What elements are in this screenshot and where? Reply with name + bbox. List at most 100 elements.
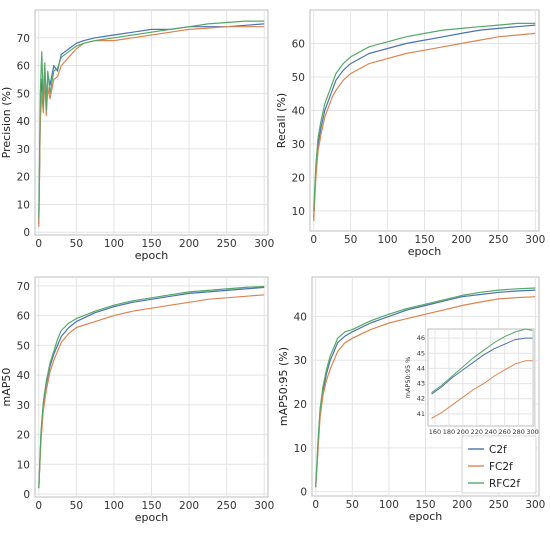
x-tick-label: 280 [512, 428, 524, 436]
y-tick-label: 43 [417, 380, 425, 388]
x-tick-label: 220 [471, 428, 483, 436]
legend-label-fc2f: FC2f [489, 461, 513, 473]
x-tick-label: 200 [451, 234, 471, 246]
x-tick-label: 150 [414, 234, 434, 246]
y-tick-label: 0 [23, 489, 30, 501]
x-tick-label: 200 [179, 500, 199, 512]
x-tick-label: 200 [179, 238, 199, 250]
x-tick-label: 160 [429, 428, 441, 436]
series-line-fc2f [38, 294, 265, 489]
x-tick-label: 200 [457, 428, 469, 436]
y-tick-label: 30 [17, 400, 30, 412]
series-line-fc2f [315, 296, 536, 488]
x-tick-label: 50 [344, 234, 357, 246]
x-tick-label: 200 [452, 499, 472, 511]
y-axis-label: mAP50:95 (%) [277, 347, 290, 426]
y-tick-label: 10 [17, 459, 30, 471]
x-axis-label: epoch [135, 511, 169, 524]
y-tick-label: 41 [417, 410, 425, 418]
y-tick-label: 40 [17, 116, 30, 128]
series-line-rfc2f [431, 328, 533, 394]
legend: C2f FC2f RFC2f [461, 435, 537, 494]
x-tick-label: 100 [379, 499, 399, 511]
x-tick-label: 50 [70, 238, 83, 250]
x-axis-label: epoch [408, 245, 442, 258]
x-tick-label: 250 [489, 499, 509, 511]
x-tick-label: 260 [498, 428, 510, 436]
x-tick-label: 100 [104, 500, 124, 512]
y-tick-label: 50 [17, 340, 30, 352]
y-tick-label: 0 [300, 487, 307, 499]
y-tick-label: 60 [17, 61, 30, 73]
x-tick-label: 300 [526, 428, 538, 436]
y-tick-label: 46 [417, 334, 425, 342]
y-tick-label: 20 [292, 172, 305, 184]
y-tick-label: 0 [23, 227, 30, 239]
y-tick-label: 20 [294, 399, 307, 411]
chart-4-inset: 160180200220240260280300414243444546epoc… [404, 328, 539, 443]
y-axis-label: Recall (%) [275, 93, 288, 148]
y-tick-label: 20 [17, 430, 30, 442]
x-axis-label: epoch [135, 249, 169, 262]
y-tick-label: 44 [417, 364, 425, 372]
y-tick-label: 60 [292, 38, 305, 50]
y-tick-label: 45 [417, 349, 425, 357]
series-line-c2f [431, 337, 533, 395]
series-line-rfc2f [315, 287, 536, 488]
series-line-rfc2f [313, 22, 536, 211]
y-tick-label: 20 [17, 172, 30, 184]
y-tick-label: 10 [294, 443, 307, 455]
series-line-c2f [315, 289, 536, 488]
x-tick-label: 100 [104, 238, 124, 250]
y-tick-label: 50 [292, 72, 305, 84]
x-tick-label: 150 [141, 500, 161, 512]
y-tick-label: 40 [17, 370, 30, 382]
y-axis-label: mAP50:95 % [404, 357, 412, 399]
x-axis-label: epoch [409, 510, 443, 523]
x-tick-label: 100 [378, 234, 398, 246]
legend-label-rfc2f: RFC2f [489, 478, 520, 490]
series-line-c2f [313, 24, 536, 218]
x-tick-label: 250 [217, 500, 237, 512]
x-tick-label: 0 [312, 499, 319, 511]
series-line-fc2f [313, 32, 536, 222]
x-tick-label: 150 [141, 238, 161, 250]
x-tick-label: 0 [310, 234, 317, 246]
y-tick-label: 30 [17, 144, 30, 156]
chart-1: 0 50 100 150 200 250 300 0 10 20 30 40 50 60 70 epoch Pr… [0, 9, 274, 262]
y-tick-label: 30 [294, 355, 307, 367]
y-tick-label: 60 [17, 311, 30, 323]
x-tick-label: 150 [415, 499, 435, 511]
y-tick-label: 70 [17, 33, 30, 45]
chart-3: 0 50 100 150 200 250 300 0 10 20 30 40 50 60 70 epoch mA… [0, 276, 274, 524]
y-axis-label: Precision (%) [0, 87, 13, 159]
x-tick-label: 0 [35, 238, 42, 250]
x-tick-label: 250 [217, 238, 237, 250]
legend-label-c2f: C2f [489, 444, 507, 456]
chart-2: 0 50 100 150 200 250 300 10 20 30 40 50 60 epoch Recal… [275, 9, 545, 258]
x-tick-label: 50 [346, 499, 359, 511]
y-tick-label: 30 [292, 139, 305, 151]
x-tick-label: 300 [525, 499, 545, 511]
y-tick-label: 10 [292, 206, 305, 218]
y-tick-label: 40 [294, 311, 307, 323]
x-tick-label: 240 [485, 428, 497, 436]
y-tick-label: 50 [17, 88, 30, 100]
y-axis-label: mAP50 [0, 368, 13, 407]
y-tick-label: 42 [417, 395, 425, 403]
chart-4: 0 50 100 150 200 250 300 0 10 20 30 40 epoch mAP50:95… [277, 276, 545, 523]
y-tick-label: 40 [292, 105, 305, 117]
x-tick-label: 300 [254, 238, 274, 250]
x-tick-label: 300 [525, 234, 545, 246]
x-tick-label: 50 [70, 500, 83, 512]
y-tick-label: 70 [17, 281, 30, 293]
legend-box [461, 435, 537, 494]
y-tick-label: 10 [17, 199, 30, 211]
series-line-fc2f [431, 360, 533, 419]
series-line-rfc2f [38, 285, 265, 489]
x-tick-label: 300 [254, 500, 274, 512]
x-tick-label: 250 [488, 234, 508, 246]
x-tick-label: 180 [443, 428, 455, 436]
series-line-rfc2f [38, 20, 265, 219]
